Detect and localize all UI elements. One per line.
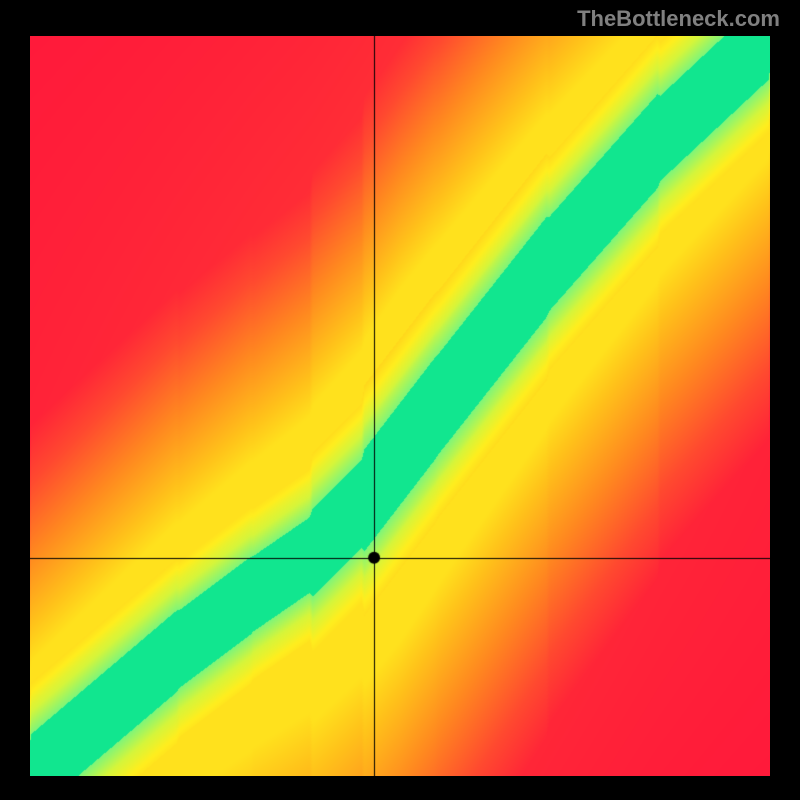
chart-container: TheBottleneck.com	[0, 0, 800, 800]
heatmap-canvas	[30, 36, 770, 776]
watermark-text: TheBottleneck.com	[577, 6, 780, 32]
plot-area	[30, 36, 770, 776]
